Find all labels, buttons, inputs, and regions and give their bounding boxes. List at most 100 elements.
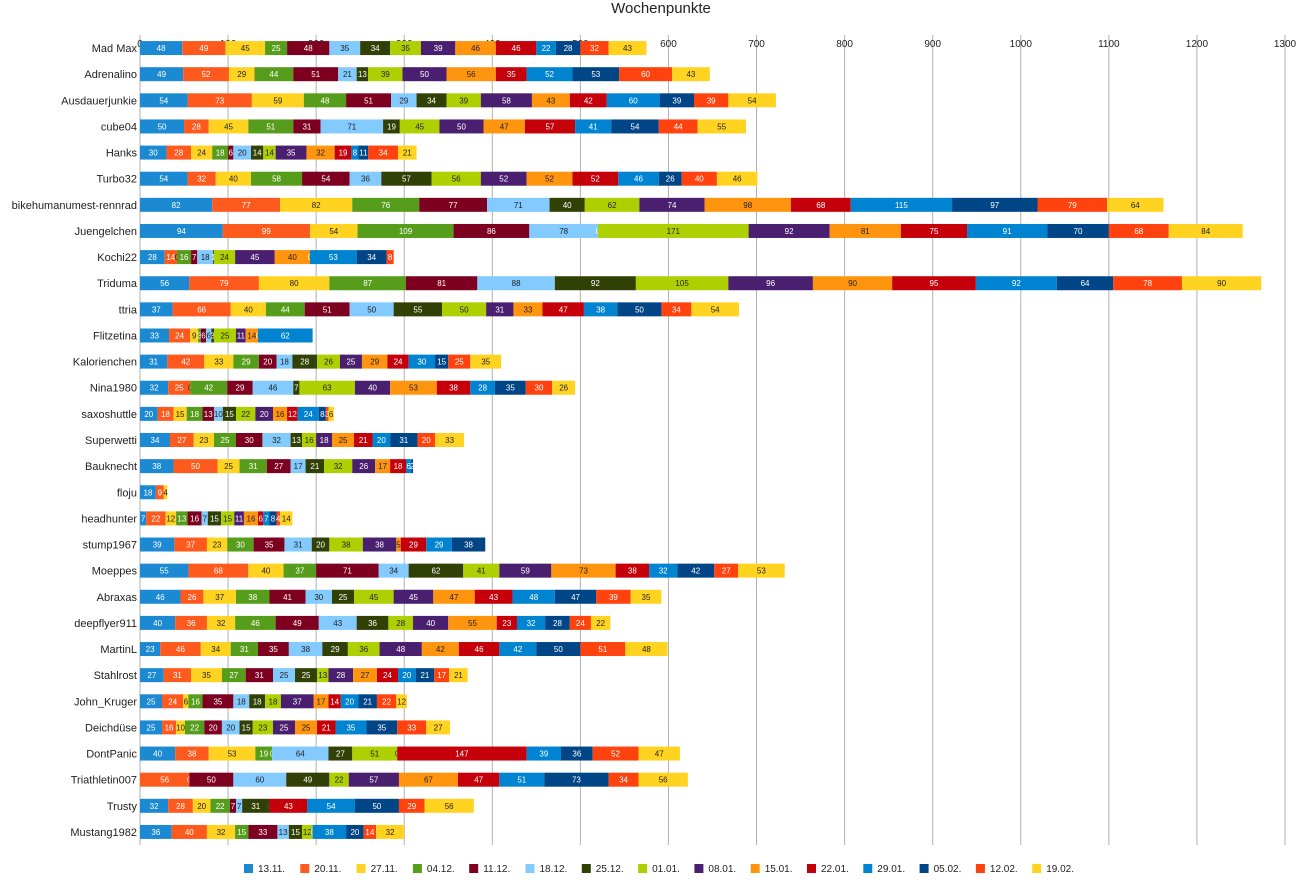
bar-segment	[328, 746, 353, 761]
bar-value-label: 14	[330, 697, 339, 706]
bar-segment	[269, 511, 277, 526]
bar-value-label: 16	[190, 514, 199, 523]
bar-segment	[346, 824, 364, 839]
bar-value-label: 51	[364, 96, 373, 105]
bar-value-label: 34	[367, 253, 376, 262]
bar-segment	[162, 720, 177, 735]
bar-segment	[526, 746, 562, 761]
bar-value-label: 39	[539, 750, 548, 759]
bar-segment	[419, 197, 488, 212]
bar-segment	[189, 276, 259, 291]
bar-value-label: 29	[435, 541, 444, 550]
bar-segment	[140, 485, 156, 500]
bar-segment	[312, 824, 347, 839]
bar-segment	[351, 145, 359, 160]
bar-segment	[411, 459, 414, 474]
bar-value-label: 59	[273, 96, 282, 105]
bar-segment	[358, 694, 377, 709]
bar-segment	[829, 223, 901, 238]
bar-segment	[892, 276, 976, 291]
bar-value-label: 18	[216, 149, 225, 158]
bar-segment	[286, 772, 330, 787]
bar-value-label: 56	[445, 802, 454, 811]
bar-segment	[210, 798, 230, 813]
bar-value-label: 57	[546, 122, 555, 131]
bar-value-label: 48	[642, 645, 651, 654]
bar-value-label: 43	[284, 802, 293, 811]
bar-value-label: 11	[359, 149, 368, 158]
bar-segment	[192, 798, 211, 813]
bar-segment	[329, 41, 361, 56]
bar-value-label: 20	[144, 410, 153, 419]
bar-value-label: 90	[848, 279, 857, 288]
bar-segment	[499, 563, 552, 578]
bar-value-label: 49	[157, 70, 166, 79]
bar-value-label: 48	[304, 44, 313, 53]
bar-segment	[162, 694, 184, 709]
bar-segment	[276, 511, 281, 526]
bar-value-label: 21	[454, 671, 463, 680]
bar-value-label: 46	[512, 44, 521, 53]
bar-value-label: 98	[743, 201, 752, 210]
bar-value-label: 8	[320, 410, 325, 419]
y-category-label: Superwetti	[85, 435, 137, 447]
bar-value-label: 60	[641, 70, 650, 79]
bar-segment	[290, 433, 303, 447]
y-category-label: Abraxas	[97, 592, 138, 604]
bar-value-label: 57	[402, 175, 411, 184]
y-category-label: Hanks	[106, 148, 138, 160]
bar-segment	[368, 145, 399, 160]
bar-row: 49 52 29 44 51 21 13 39 50 56 35 52 53 60 43	[140, 67, 710, 82]
bar-segment	[193, 433, 214, 447]
bar-value-label: 6	[406, 462, 411, 471]
bar-value-label: 48	[529, 593, 538, 602]
bar-value-label: 54	[159, 175, 168, 184]
bar-value-label: 15	[225, 410, 234, 419]
bar-segment	[230, 642, 259, 657]
bar-value-label: 62	[608, 201, 617, 210]
bar-segment	[606, 93, 660, 108]
bar-segment	[900, 223, 968, 238]
bar-segment	[235, 824, 249, 839]
bar-segment	[340, 694, 359, 709]
bar-value-label: 54	[631, 122, 640, 131]
bar-segment	[169, 328, 191, 343]
bar-value-label: 34	[619, 776, 628, 785]
bar-row: 50 28 45 51 31 71 19 45 50 47 57 41 54 44 55	[140, 119, 746, 134]
bar-segment	[381, 171, 432, 186]
bar-value-label: 16	[247, 514, 256, 523]
bar-value-label: 20	[402, 671, 411, 680]
bar-segment	[201, 511, 208, 526]
bar-value-label: 23	[199, 436, 208, 445]
bar-row: 82 77 82 76 77 71 40 62 74 98 68 115 97 79 64	[140, 197, 1164, 212]
bar-segment	[499, 772, 545, 787]
bar-value-label: 50	[372, 802, 381, 811]
bar-value-label: 13	[177, 514, 186, 523]
bar-segment	[140, 511, 147, 526]
bar-value-label: 90	[1217, 279, 1226, 288]
bar-value-label: 7	[203, 514, 208, 523]
bar-segment	[386, 250, 394, 265]
bar-value-label: 13	[204, 410, 213, 419]
bar-segment	[208, 746, 256, 761]
bar-value-label: 53	[228, 750, 237, 759]
bar-segment	[293, 67, 339, 82]
bar-segment	[967, 223, 1048, 238]
bar-segment	[446, 93, 481, 108]
bar-segment	[265, 302, 305, 317]
bar-segment	[455, 41, 496, 56]
bar-segment	[536, 642, 581, 657]
bar-segment	[677, 563, 715, 578]
bar-segment	[206, 328, 212, 343]
bar-value-label: 62	[431, 567, 440, 576]
bar-segment	[292, 354, 318, 369]
bar-segment	[704, 197, 791, 212]
bar-segment	[173, 406, 187, 421]
bar-segment	[280, 694, 314, 709]
bar-value-label: 55	[468, 619, 477, 628]
bar-value-label: 35	[481, 358, 490, 367]
bar-segment	[183, 67, 229, 82]
legend-swatch	[750, 864, 760, 873]
bar-value-label: 21	[322, 723, 331, 732]
bar-segment	[661, 302, 692, 317]
